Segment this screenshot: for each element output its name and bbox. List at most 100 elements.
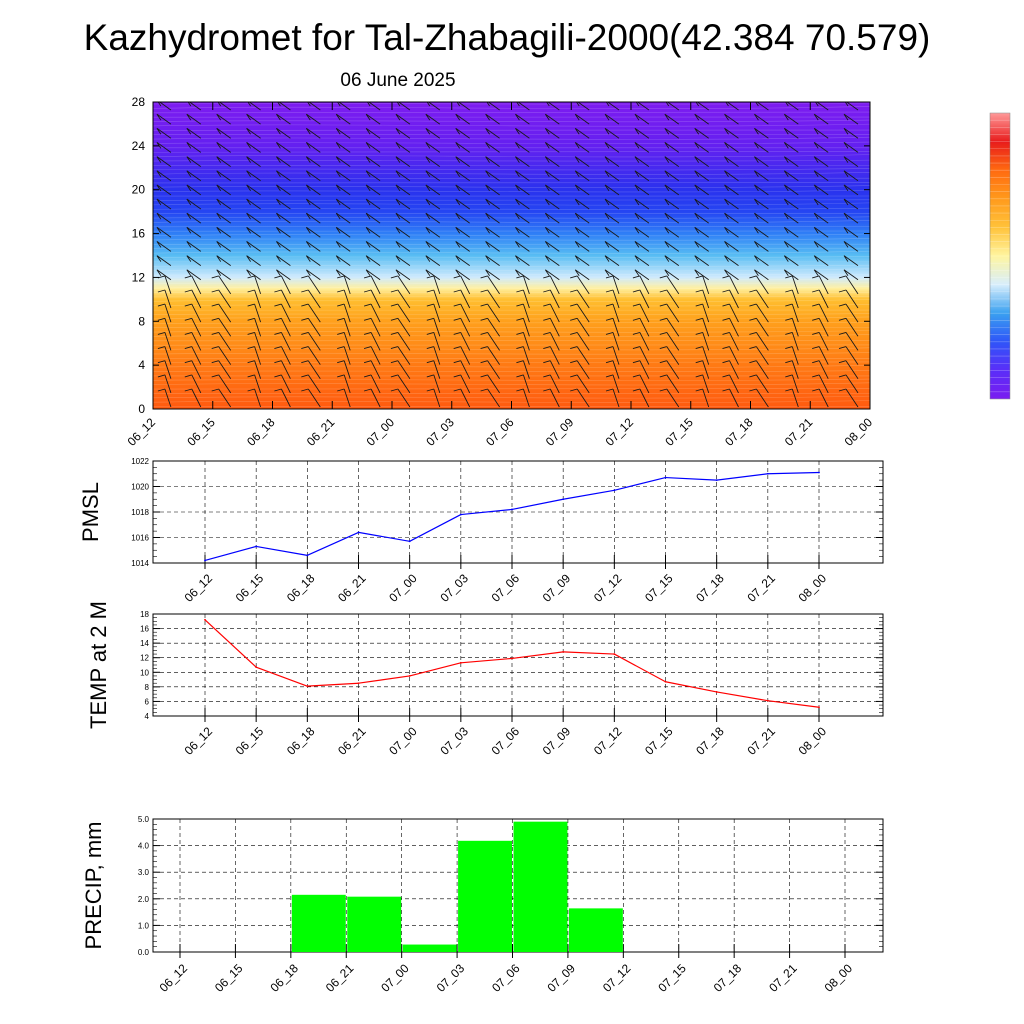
wind-barb: [301, 317, 321, 337]
wind-barb: [604, 198, 620, 210]
x-tick-label: 07_09: [540, 571, 574, 605]
wind-barb: [605, 289, 620, 309]
wind-barb: [813, 255, 829, 266]
wind-barb: [785, 289, 799, 309]
wind-barb: [336, 102, 351, 111]
series-segment: [307, 531, 359, 556]
wind-barb: [838, 374, 859, 394]
x-tick-label: 07_18: [693, 571, 727, 605]
wind-barb: [634, 127, 650, 139]
wind-barb: [722, 388, 739, 408]
wind-barb: [664, 198, 680, 210]
wind-barb: [211, 346, 232, 365]
wind-barb: [453, 303, 471, 323]
wind-barb: [246, 226, 261, 238]
wind-barb: [694, 241, 709, 252]
wind-barb: [574, 184, 590, 196]
wind-barb: [812, 388, 829, 408]
wind-barb: [247, 331, 262, 351]
series-segment: [255, 666, 308, 687]
contour-line: [153, 281, 870, 285]
wind-barb: [395, 113, 411, 125]
wind-barb: [694, 127, 709, 139]
wind-barb: [605, 360, 620, 379]
x-tick-label: 08_00: [842, 415, 876, 449]
data-point: [715, 691, 718, 693]
wind-barb: [301, 303, 321, 323]
wind-barb: [544, 255, 560, 266]
wind-barb: [156, 241, 172, 252]
wind-barb: [754, 156, 769, 167]
wind-barb: [425, 241, 441, 252]
wind-barb: [659, 346, 680, 365]
wind-barb: [515, 127, 530, 139]
wind-barb: [813, 170, 829, 182]
wind-barb: [838, 275, 859, 295]
wind-barb: [337, 331, 351, 351]
wind-barb: [785, 346, 799, 365]
wind-barb: [485, 198, 500, 210]
contour-line: [153, 286, 870, 289]
wind-barb: [425, 226, 441, 238]
y-tick-label: 2.0: [138, 895, 150, 904]
wind-barb: [156, 226, 172, 238]
wind-barb: [516, 331, 530, 351]
wind-barb: [425, 156, 441, 167]
x-tick-label: 06_21: [323, 961, 357, 995]
wind-barb: [276, 198, 291, 210]
wind-barb: [184, 331, 202, 351]
wind-barb: [724, 226, 739, 238]
wind-barb: [604, 241, 620, 252]
wind-barb: [365, 269, 381, 281]
wind-barb: [157, 360, 172, 379]
wind-barb: [749, 346, 769, 365]
wind-barb: [480, 360, 500, 379]
x-tick-label: 06_15: [184, 415, 218, 449]
wind-barb: [749, 360, 769, 379]
wind-barb: [544, 184, 560, 196]
wind-barb: [722, 317, 739, 337]
wind-barb: [363, 331, 381, 351]
wind-barb: [695, 346, 710, 365]
wind-barb: [724, 127, 739, 139]
data-point: [511, 657, 513, 660]
precip-panel: 0.0 1.0 2.0 3.0 4.0 5.0 06_12 06_15 06_18 06_21 07…: [81, 815, 884, 995]
wind-barb: [390, 331, 411, 351]
wind-barb: [694, 142, 709, 153]
wind-barb: [184, 275, 202, 295]
wind-barb: [659, 360, 680, 379]
wind-barb: [276, 170, 291, 182]
y-tick-label: 16: [132, 227, 146, 241]
series-segment: [563, 651, 615, 655]
wind-barb: [453, 317, 471, 337]
wind-barb: [211, 331, 232, 351]
data-point: [357, 531, 360, 534]
contour-line: [153, 400, 870, 403]
wind-barb: [246, 184, 261, 196]
wind-barb: [157, 275, 172, 295]
wind-barb: [664, 184, 680, 196]
contour-line: [153, 238, 870, 241]
wind-barb: [486, 102, 500, 111]
wind-barb: [785, 331, 799, 351]
wind-barb: [455, 156, 470, 167]
wind-barb: [516, 275, 530, 295]
wind-barb: [724, 255, 739, 266]
wind-barb: [544, 212, 560, 224]
wind-barb: [305, 226, 321, 238]
wind-barb: [605, 102, 620, 111]
wind-barb: [515, 170, 530, 182]
wind-barb: [186, 170, 202, 182]
wind-barb: [480, 374, 500, 394]
contour-line: [153, 352, 870, 355]
y-tick-label: 0: [138, 402, 145, 416]
wind-barb: [216, 226, 231, 238]
wind-barb: [426, 388, 441, 408]
wind-barb: [426, 374, 441, 394]
data-point: [511, 508, 513, 511]
wind-barb: [814, 102, 829, 111]
wind-barb: [276, 156, 291, 167]
wind-barb: [390, 374, 411, 394]
wind-barb: [335, 269, 351, 281]
wind-barb: [335, 142, 351, 153]
